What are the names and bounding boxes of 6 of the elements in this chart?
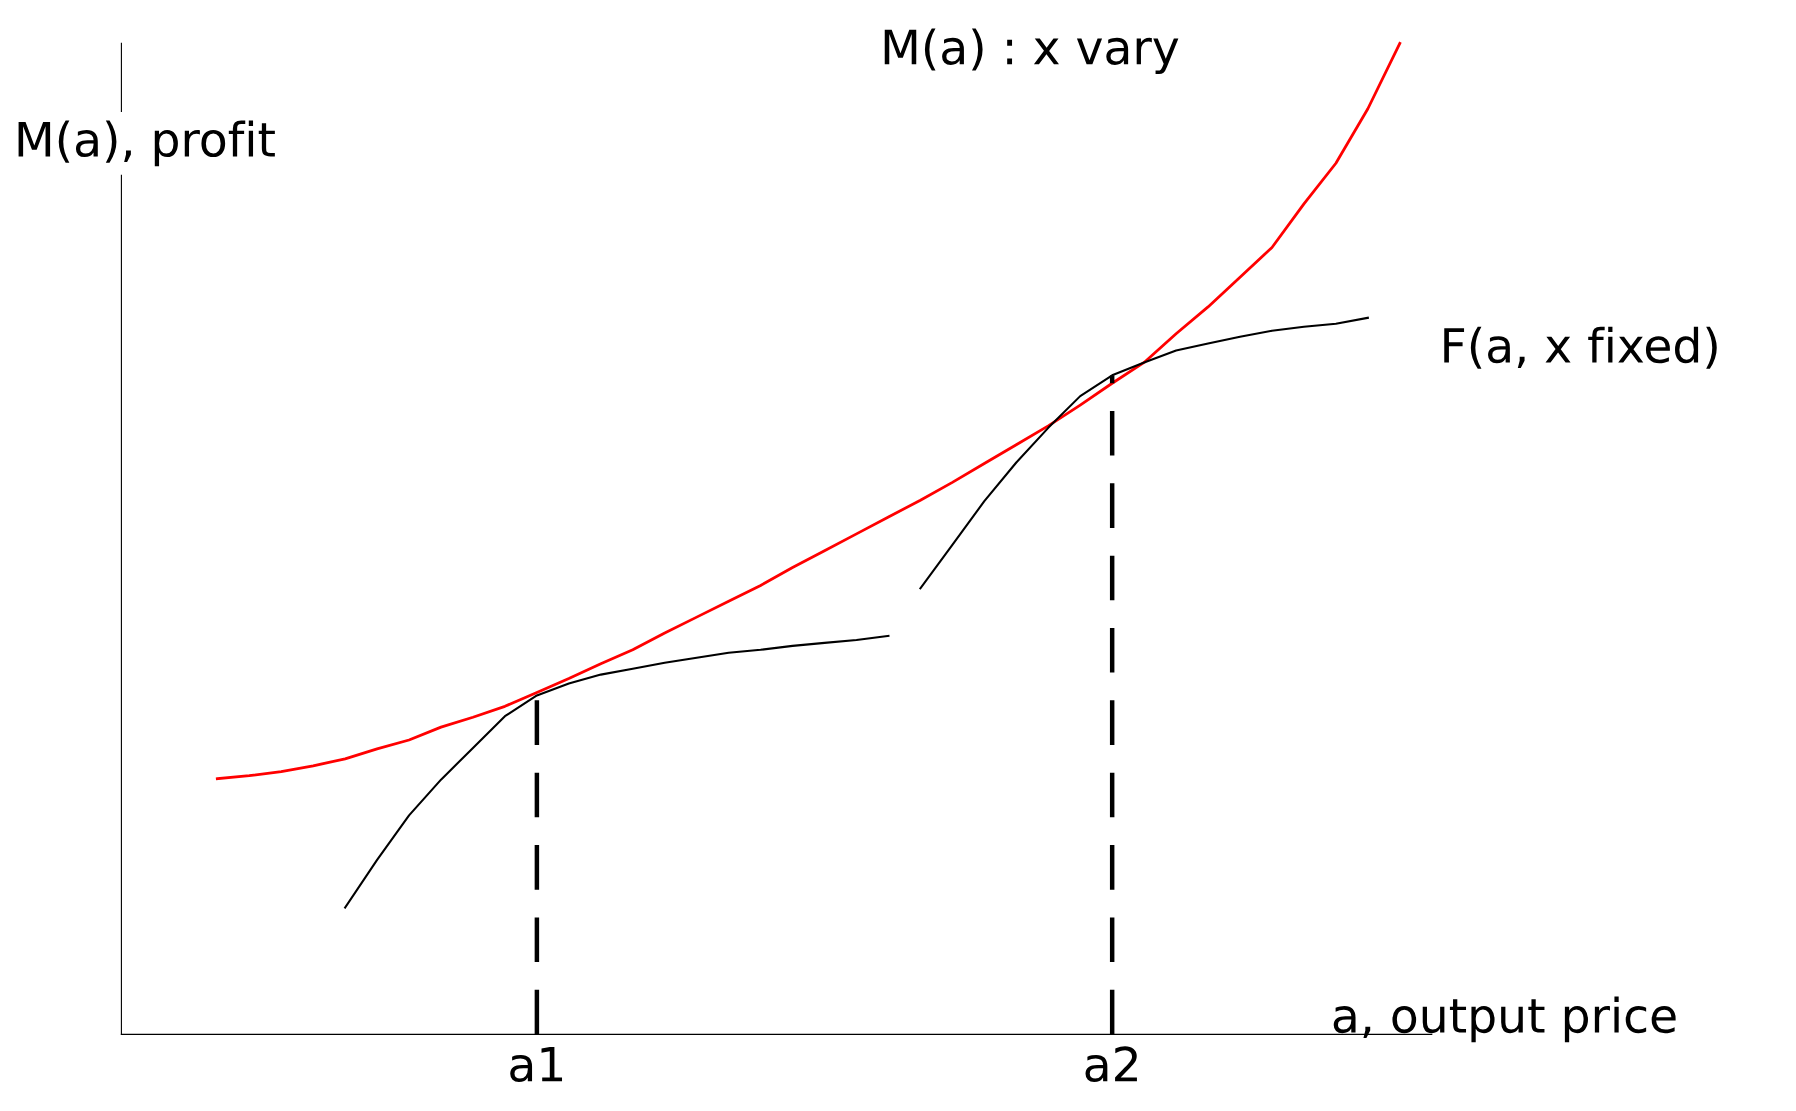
text: F(a, x fixed) [1444, 326, 1717, 369]
annotation: M(a) : x vary [884, 28, 1179, 75]
x-tick-label: a2 [1085, 1046, 1137, 1083]
x-axis-title: a, output price [1333, 996, 1676, 1043]
y-axis-title: M(a), profit [18, 120, 275, 167]
x-tick-label: a1 [510, 1046, 563, 1083]
